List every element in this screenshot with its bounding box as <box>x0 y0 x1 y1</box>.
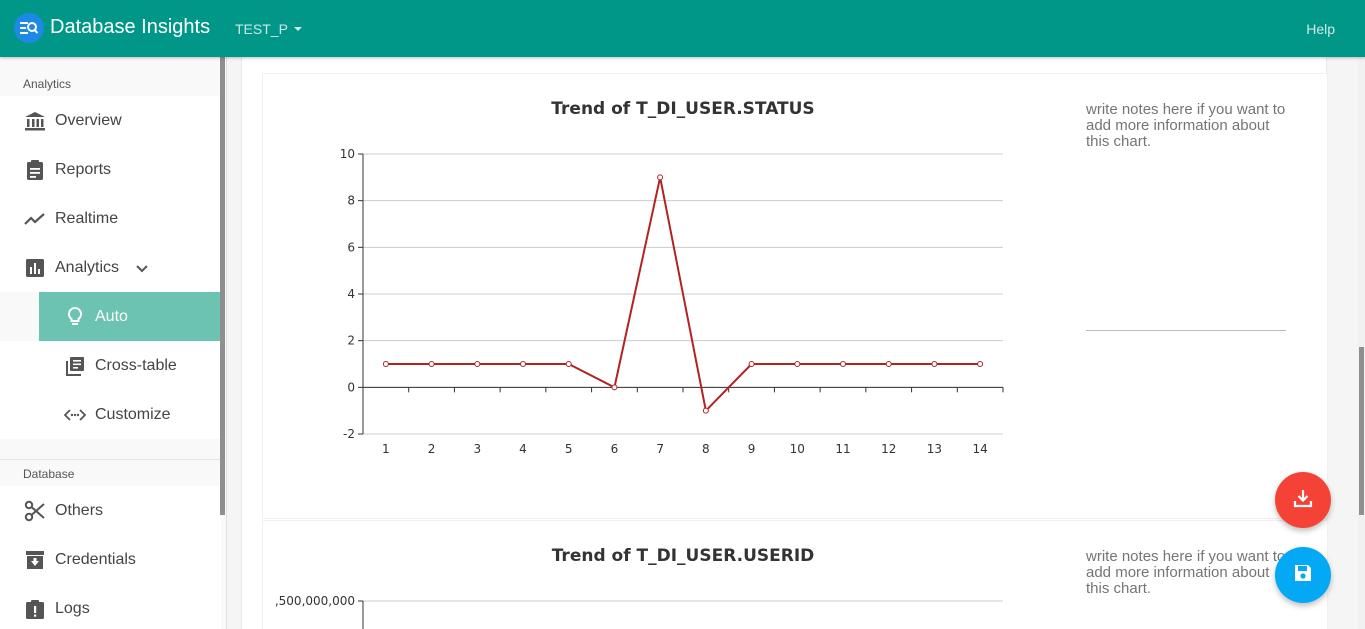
data-point <box>748 361 755 367</box>
y-tick-label: ,500,000,000 <box>275 594 355 608</box>
bar-chart-icon <box>24 257 46 279</box>
sidebar-item-label: Auto <box>95 307 128 325</box>
help-link[interactable]: Help <box>1306 21 1335 37</box>
bank-icon <box>24 110 46 132</box>
top-app-bar: Database Insights TEST_P Help <box>0 0 1365 57</box>
sidebar-item-label: Others <box>55 501 104 519</box>
y-tick-label: 4 <box>347 287 355 301</box>
sidebar-item-credentials[interactable]: Credentials <box>0 535 221 584</box>
main-scrollbar-track[interactable] <box>1358 57 1365 629</box>
sidebar-item-analytics[interactable]: Analytics <box>0 243 221 292</box>
content-panel: Trend of T_DI_USER.STATUS -2 0 2 4 6 8 10 1 2 3 4 5… <box>241 57 1328 629</box>
main-content: Trend of T_DI_USER.STATUS -2 0 2 4 6 8 10 1 2 3 4 5… <box>227 57 1365 629</box>
data-point <box>657 174 664 181</box>
y-tick-label: 8 <box>347 194 355 208</box>
sidebar-subitem-cross-table[interactable]: Cross-table <box>39 341 221 390</box>
caret-down-icon <box>293 27 302 31</box>
data-point <box>794 361 801 367</box>
data-point <box>840 361 846 367</box>
data-point <box>702 407 709 414</box>
x-tick-label: 13 <box>927 442 942 456</box>
scissors-icon <box>24 500 46 522</box>
code-icon <box>64 404 86 426</box>
sidebar-item-label: Reports <box>55 160 112 178</box>
data-point <box>520 361 526 367</box>
data-point <box>474 361 481 367</box>
data-point <box>611 384 618 391</box>
sidebar-subitem-customize[interactable]: Customize <box>39 390 221 439</box>
x-tick-label: 14 <box>973 442 988 456</box>
userid-trend-chart: ,500,000,000 <box>275 594 1003 629</box>
data-point <box>885 361 892 367</box>
x-tick-label: 5 <box>565 442 573 456</box>
y-tick-label: -2 <box>343 427 355 441</box>
y-tick-label: 10 <box>340 147 355 161</box>
sidebar-subitem-auto[interactable]: Auto <box>39 292 221 341</box>
download-icon <box>1292 487 1314 514</box>
x-tick-label: 1 <box>382 442 390 456</box>
x-tick-label: 8 <box>702 442 710 456</box>
data-point <box>977 361 984 367</box>
sidebar-item-logs[interactable]: Logs <box>0 584 221 629</box>
sidebar-item-label: Realtime <box>55 209 119 227</box>
library-icon <box>64 355 86 377</box>
sidebar-item-label: Customize <box>95 405 171 423</box>
database-selector-label: TEST_P <box>235 21 288 37</box>
sidebar-item-label: Analytics <box>55 258 120 276</box>
x-tick-label: 9 <box>748 442 756 456</box>
data-point <box>931 361 938 367</box>
y-tick-label: 0 <box>347 380 355 394</box>
x-tick-label: 10 <box>790 442 805 456</box>
trending-icon <box>24 208 46 230</box>
chart-notes-textarea[interactable] <box>1086 102 1286 327</box>
sidebar-divider <box>0 459 221 460</box>
chart-card-status: Trend of T_DI_USER.STATUS -2 0 2 4 6 8 10 1 2 3 4 5… <box>262 73 1328 519</box>
app-title[interactable]: Database Insights <box>50 16 211 38</box>
lightbulb-icon <box>64 306 86 328</box>
clipboard-icon <box>24 159 46 181</box>
y-tick-label: 2 <box>347 334 355 348</box>
data-point <box>565 361 572 367</box>
chart-title: Trend of T_DI_USER.STATUS <box>551 99 815 119</box>
sidebar-item-label: Credentials <box>55 550 136 568</box>
sidebar-item-label: Logs <box>55 599 90 617</box>
database-selector[interactable]: TEST_P <box>235 21 302 37</box>
app-logo-icon[interactable] <box>14 13 44 43</box>
archive-icon <box>24 549 46 571</box>
main-scrollbar-thumb[interactable] <box>1359 347 1364 515</box>
sidebar-section-analytics: Analytics <box>23 77 72 91</box>
sidebar-scrollbar[interactable] <box>220 57 225 515</box>
data-point <box>382 361 389 367</box>
sidebar-item-reports[interactable]: Reports <box>0 145 221 194</box>
sidebar: Analytics Overview Reports Realtime Anal… <box>0 57 227 629</box>
data-point <box>428 361 435 367</box>
x-tick-label: 11 <box>835 442 850 456</box>
download-button[interactable] <box>1275 472 1331 528</box>
sidebar-item-realtime[interactable]: Realtime <box>0 194 221 243</box>
sidebar-item-label: Cross-table <box>95 356 177 374</box>
chart-notes-textarea[interactable] <box>1086 549 1286 609</box>
chevron-down-icon <box>135 261 149 279</box>
sidebar-item-others[interactable]: Others <box>0 486 221 535</box>
x-tick-label: 6 <box>611 442 619 456</box>
notes-underline <box>1086 330 1286 331</box>
x-tick-label: 2 <box>428 442 436 456</box>
save-icon <box>1292 562 1314 589</box>
chart-title: Trend of T_DI_USER.USERID <box>551 546 815 566</box>
x-tick-label: 3 <box>473 442 481 456</box>
sidebar-item-label: Overview <box>55 111 122 129</box>
x-tick-label: 12 <box>881 442 896 456</box>
sidebar-section-database: Database <box>23 467 75 481</box>
series-line <box>385 177 981 413</box>
save-button[interactable] <box>1275 547 1331 603</box>
sidebar-item-overview[interactable]: Overview <box>0 96 221 145</box>
y-tick-label: 6 <box>347 240 355 254</box>
x-tick-label: 7 <box>656 442 664 456</box>
subitems-background <box>0 341 221 439</box>
chart-card-userid: Trend of T_DI_USER.USERID ,500,000,000 <box>262 520 1328 629</box>
report-icon <box>24 598 46 620</box>
x-tick-label: 4 <box>519 442 527 456</box>
